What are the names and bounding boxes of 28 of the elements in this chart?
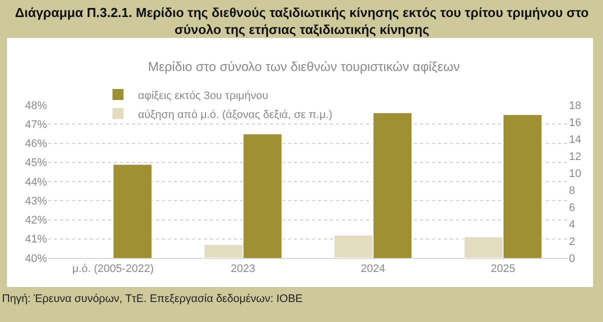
- y2-tick-label: 18: [569, 100, 582, 112]
- y-tick-label: 44%: [24, 176, 48, 188]
- x-tick-label: μ.ό. (2005-2022): [72, 263, 154, 276]
- y2-tick-label: 8: [569, 184, 576, 197]
- x-tick-label: 2025: [490, 263, 516, 276]
- y2-tick-label: 2: [569, 236, 576, 248]
- y-tick-label: 48%: [24, 100, 48, 112]
- y2-tick-label: 0: [569, 252, 576, 265]
- legend-label: αφίξεις εκτός 3ου τριμήνου: [138, 90, 268, 102]
- chart-subtitle: Μερίδιο στο σύνολο των διεθνών τουριστικών αφίξεων: [148, 59, 460, 74]
- x-tick-label: 2023: [230, 263, 256, 276]
- y-tick-label: 42%: [24, 214, 48, 227]
- y2-tick-label: 6: [569, 202, 576, 214]
- chart-title: Διάγραμμα Π.3.2.1. Μερίδιο της διεθνούς ταξιδιωτικής κίνησης εκτός του τρίτου τριμήνου στο σύνολο της ετήσιας ταξιδιωτικής κίνησης: [15, 5, 589, 37]
- x-tick-label: 2024: [360, 263, 386, 276]
- y-tick-label: 40%: [24, 252, 48, 265]
- y-tick-label: 45%: [24, 157, 48, 170]
- y2-tick-label: 16: [569, 116, 582, 129]
- y-tick-label: 46%: [24, 138, 48, 150]
- legend-label: αύξηση από μ.ό. (άξονας δεξιά, σε π.μ.): [138, 108, 332, 121]
- text: Πηγή: Έρευνα συνόρων, ΤτΕ. Επεξεργασία δεδομένων: ΙΟΒΕ: [2, 293, 303, 305]
- y2-tick-label: 10: [569, 168, 582, 180]
- y-tick-label: 41%: [24, 234, 48, 246]
- y2-tick-label: 14: [569, 134, 582, 146]
- y2-tick-label: 12: [569, 150, 582, 163]
- y-tick-label: 43%: [24, 195, 48, 208]
- y2-tick-label: 4: [569, 218, 576, 231]
- y-tick-label: 47%: [24, 118, 48, 131]
